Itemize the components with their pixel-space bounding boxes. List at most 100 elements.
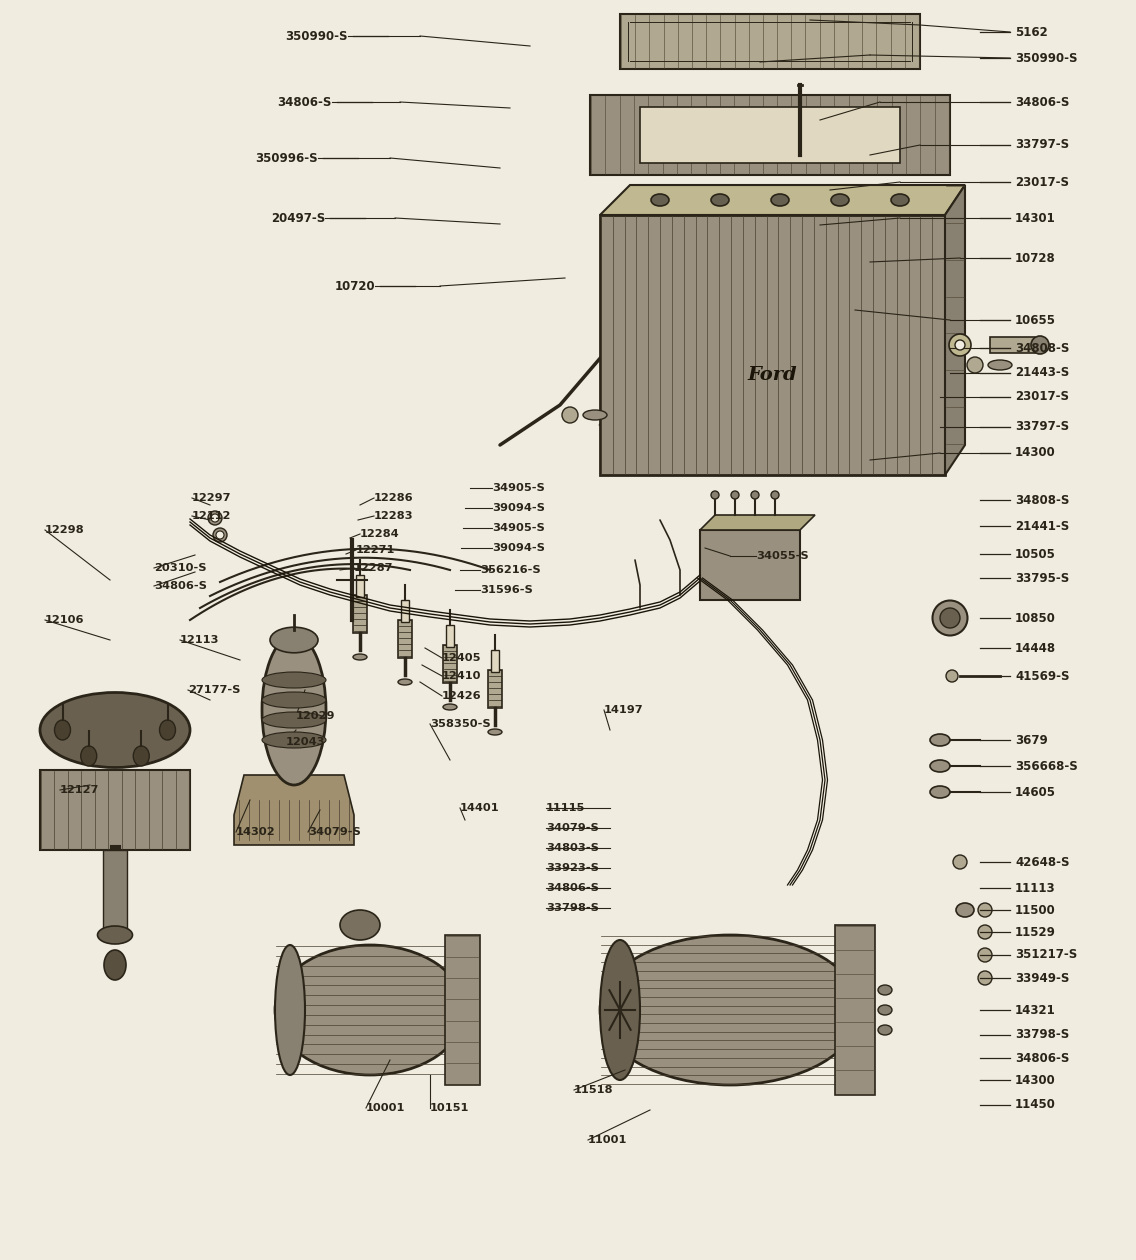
Bar [590,94,950,175]
Ellipse shape [55,719,70,740]
Text: 33795-S: 33795-S [1014,572,1069,585]
Text: 33798-S: 33798-S [1014,1028,1069,1042]
Text: 34905-S: 34905-S [492,523,545,533]
Text: 12298: 12298 [45,525,84,536]
Ellipse shape [211,514,219,522]
Text: 351217-S: 351217-S [1014,949,1077,961]
Text: 14401: 14401 [460,803,500,813]
Ellipse shape [730,491,740,499]
Text: 34806-S: 34806-S [1014,96,1069,108]
Bar [989,336,1035,353]
Text: 12297: 12297 [192,493,232,503]
Ellipse shape [957,903,974,917]
Ellipse shape [933,601,968,635]
Text: 14321: 14321 [1014,1003,1055,1017]
Text: 31596-S: 31596-S [481,585,533,595]
Text: 14448: 14448 [1014,641,1056,654]
Text: 14302: 14302 [236,827,276,837]
Text: 34803-S: 34803-S [546,843,599,853]
Text: 3679: 3679 [1014,733,1047,746]
Ellipse shape [891,194,909,205]
Text: 12405: 12405 [442,653,482,663]
Ellipse shape [832,194,849,205]
Polygon shape [700,515,815,530]
Text: 12271: 12271 [356,546,395,554]
Text: Ford: Ford [747,365,796,384]
Ellipse shape [878,985,892,995]
Bar [445,935,481,1085]
Ellipse shape [98,926,133,944]
Ellipse shape [262,732,326,748]
Ellipse shape [978,925,992,939]
Text: 33797-S: 33797-S [1014,139,1069,151]
Bar [398,620,412,658]
Ellipse shape [949,334,971,357]
Ellipse shape [208,512,222,525]
Text: 356668-S: 356668-S [1014,760,1078,772]
Text: 33923-S: 33923-S [546,863,599,873]
Text: 34905-S: 34905-S [492,483,545,493]
Ellipse shape [562,407,578,423]
Ellipse shape [443,704,457,709]
Bar [488,670,502,708]
Text: 42648-S: 42648-S [1014,856,1069,868]
Ellipse shape [270,627,318,653]
Ellipse shape [771,491,779,499]
Text: 12426: 12426 [442,690,482,701]
Text: 11450: 11450 [1014,1099,1055,1111]
Ellipse shape [878,1005,892,1016]
Ellipse shape [216,530,224,539]
Text: 10655: 10655 [1014,314,1056,326]
Text: 12287: 12287 [354,563,393,573]
Text: 14605: 14605 [1014,785,1056,799]
Bar [446,625,454,646]
Text: 12284: 12284 [360,529,400,539]
Text: 34808-S: 34808-S [1014,341,1069,354]
Text: 23017-S: 23017-S [1014,175,1069,189]
Text: 20497-S: 20497-S [270,212,325,224]
Bar [353,595,367,633]
Bar [700,530,800,600]
Text: 33797-S: 33797-S [1014,421,1069,433]
Text: 11115: 11115 [546,803,585,813]
Ellipse shape [600,940,640,1080]
Text: 34806-S: 34806-S [546,883,599,893]
Bar [640,107,900,163]
Ellipse shape [262,692,326,708]
Ellipse shape [711,491,719,499]
Text: 39094-S: 39094-S [492,503,545,513]
Text: 356216-S: 356216-S [481,564,541,575]
Bar [40,770,190,851]
Text: 12043: 12043 [286,737,326,747]
Ellipse shape [978,903,992,917]
Ellipse shape [353,654,367,660]
Ellipse shape [930,786,950,798]
Text: 21443-S: 21443-S [1014,367,1069,379]
Text: 10505: 10505 [1014,548,1055,561]
Text: 11113: 11113 [1014,882,1055,895]
Ellipse shape [488,730,502,735]
Ellipse shape [583,410,607,420]
Text: 34079-S: 34079-S [308,827,361,837]
Text: 11529: 11529 [1014,926,1055,939]
Ellipse shape [262,635,326,785]
Text: 10720: 10720 [334,280,375,292]
Ellipse shape [978,948,992,961]
Text: 27177-S: 27177-S [187,685,241,696]
Text: 33798-S: 33798-S [546,903,599,914]
Text: 10001: 10001 [366,1102,406,1113]
Text: 350990-S: 350990-S [1014,52,1078,64]
Ellipse shape [978,971,992,985]
Text: 20310-S: 20310-S [154,563,207,573]
Text: 12283: 12283 [374,512,414,520]
Text: 12106: 12106 [45,615,84,625]
Ellipse shape [953,856,967,869]
Text: 14300: 14300 [1014,446,1055,460]
Text: 34806-S: 34806-S [154,581,207,591]
Ellipse shape [751,491,759,499]
Ellipse shape [133,746,149,766]
Text: 14301: 14301 [1014,212,1055,224]
Text: 39094-S: 39094-S [492,543,545,553]
Ellipse shape [930,735,950,746]
Text: 10151: 10151 [431,1102,469,1113]
